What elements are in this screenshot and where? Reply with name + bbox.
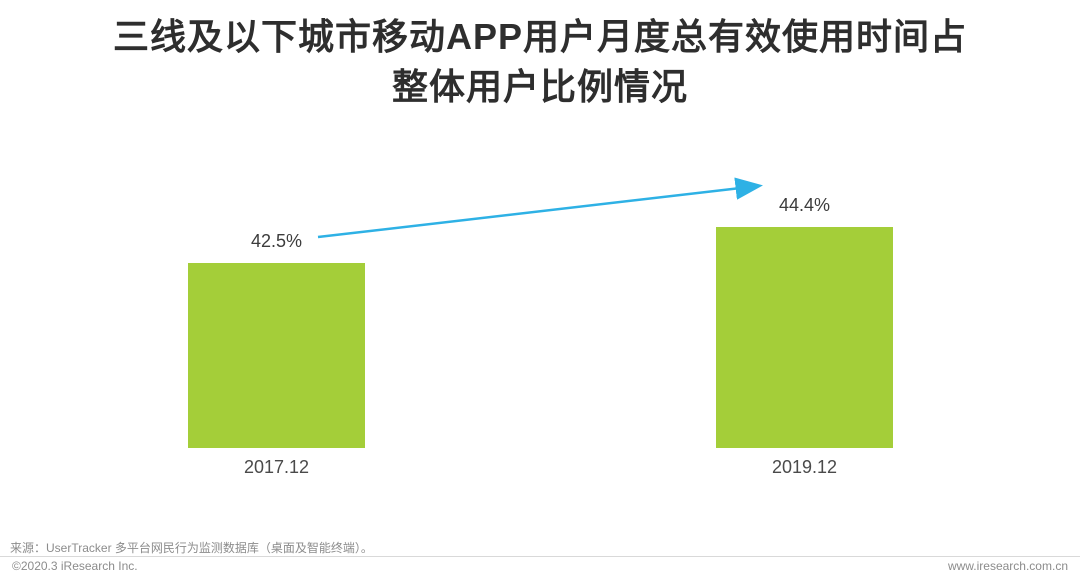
copyright-text: ©2020.3 iResearch Inc.: [12, 559, 138, 573]
chart-title: 三线及以下城市移动APP用户月度总有效使用时间占 整体用户比例情况: [0, 12, 1080, 112]
trend-arrow-line: [317, 177, 763, 239]
footer-divider: [0, 556, 1080, 557]
bar-group-2017: 42.5%: [188, 231, 365, 448]
bar-value-label-2019: 44.4%: [778, 195, 831, 215]
footer: ©2020.3 iResearch Inc. www.iresearch.com…: [0, 559, 1080, 573]
bar-2019: [716, 227, 893, 448]
chart-title-line1: 三线及以下城市移动APP用户月度总有效使用时间占: [112, 16, 968, 57]
x-axis-label-2019: 2019.12: [771, 457, 838, 477]
website-url: www.iresearch.com.cn: [947, 559, 1068, 573]
x-axis-label-2017: 2017.12: [243, 457, 310, 477]
source-note: 来源：UserTracker 多平台网民行为监测数据库（桌面及智能终端）。: [10, 541, 373, 555]
chart-title-line2: 整体用户比例情况: [391, 66, 688, 107]
bar-value-label-2017: 42.5%: [250, 231, 303, 251]
bar-group-2019: 44.4%: [716, 195, 893, 448]
bar-2017: [188, 263, 365, 448]
